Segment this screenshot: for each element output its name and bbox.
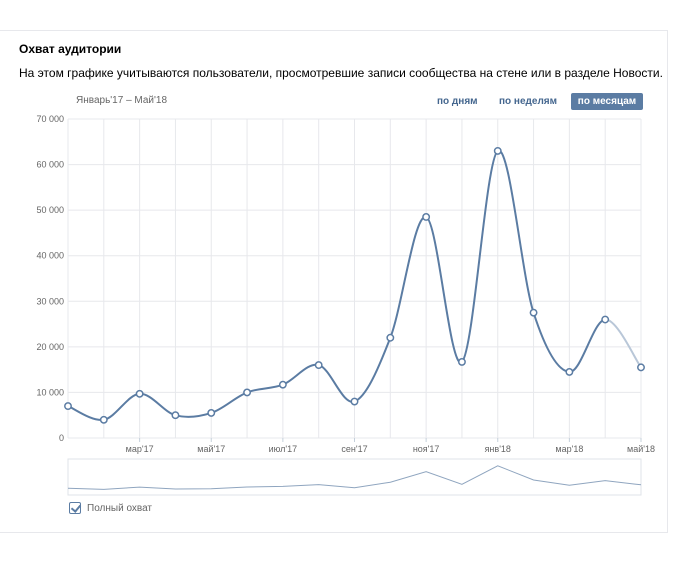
navigator-frame[interactable] — [67, 458, 642, 496]
data-point[interactable] — [601, 315, 610, 324]
data-point[interactable] — [278, 380, 287, 389]
data-point[interactable] — [422, 213, 431, 221]
data-point[interactable] — [637, 363, 645, 372]
range-button-weeks[interactable]: по неделям — [499, 96, 558, 107]
data-point[interactable] — [314, 361, 323, 370]
navigator-line — [67, 465, 642, 490]
range-switcher: по дням по неделям по месяцам — [0, 93, 674, 110]
x-tick-label: мар'18 — [555, 444, 583, 454]
data-point[interactable] — [207, 408, 216, 417]
audience-reach-card — [0, 30, 668, 533]
legend-checkbox[interactable] — [69, 502, 82, 514]
legend: Полный охват — [69, 501, 152, 515]
grid-lines — [67, 118, 642, 439]
x-tick-label: мар'17 — [126, 444, 154, 454]
range-navigator[interactable] — [67, 458, 642, 496]
x-tick-label: сен'17 — [341, 444, 367, 454]
data-point[interactable] — [243, 388, 252, 397]
data-point[interactable] — [493, 146, 502, 155]
data-points — [64, 146, 645, 424]
y-tick-label: 0 — [59, 433, 64, 443]
y-tick-label: 70 000 — [36, 114, 64, 124]
data-point[interactable] — [457, 357, 466, 366]
y-tick-label: 20 000 — [36, 342, 64, 352]
data-point[interactable] — [565, 367, 574, 376]
y-axis-labels: 0 10 000 20 000 30 000 40 000 50 000 60 000 70 … — [36, 114, 64, 443]
x-tick-label: май'17 — [197, 444, 225, 454]
x-tick-label: янв'18 — [485, 444, 511, 454]
data-point[interactable] — [135, 389, 144, 398]
data-point[interactable] — [350, 397, 359, 406]
check-icon — [70, 502, 82, 513]
x-axis-labels: мар'17 май'17 июл'17 сен'17 ноя'17 янв'18 мар'… — [126, 438, 655, 454]
data-point[interactable] — [529, 308, 538, 317]
range-button-months[interactable]: по месяцам — [571, 93, 643, 110]
data-point[interactable] — [99, 415, 108, 424]
x-tick-label: май'18 — [627, 444, 655, 454]
y-tick-label: 50 000 — [36, 205, 64, 215]
y-tick-label: 40 000 — [36, 251, 64, 261]
x-tick-label: ноя'17 — [413, 444, 440, 454]
data-point[interactable] — [171, 411, 180, 420]
section-description: На этом графике учитываются пользователи… — [19, 66, 663, 80]
data-point[interactable] — [64, 402, 72, 411]
period-label: Январь'17 – Май'18 — [76, 95, 168, 106]
y-tick-label: 30 000 — [36, 296, 64, 306]
data-point[interactable] — [386, 333, 395, 342]
y-tick-label: 60 000 — [36, 160, 64, 170]
y-tick-label: 10 000 — [36, 387, 64, 397]
section-title: Охват аудитории — [19, 42, 122, 56]
x-tick-label: июл'17 — [269, 444, 298, 454]
legend-label: Полный охват — [87, 502, 153, 514]
range-button-days[interactable]: по дням — [437, 96, 478, 107]
